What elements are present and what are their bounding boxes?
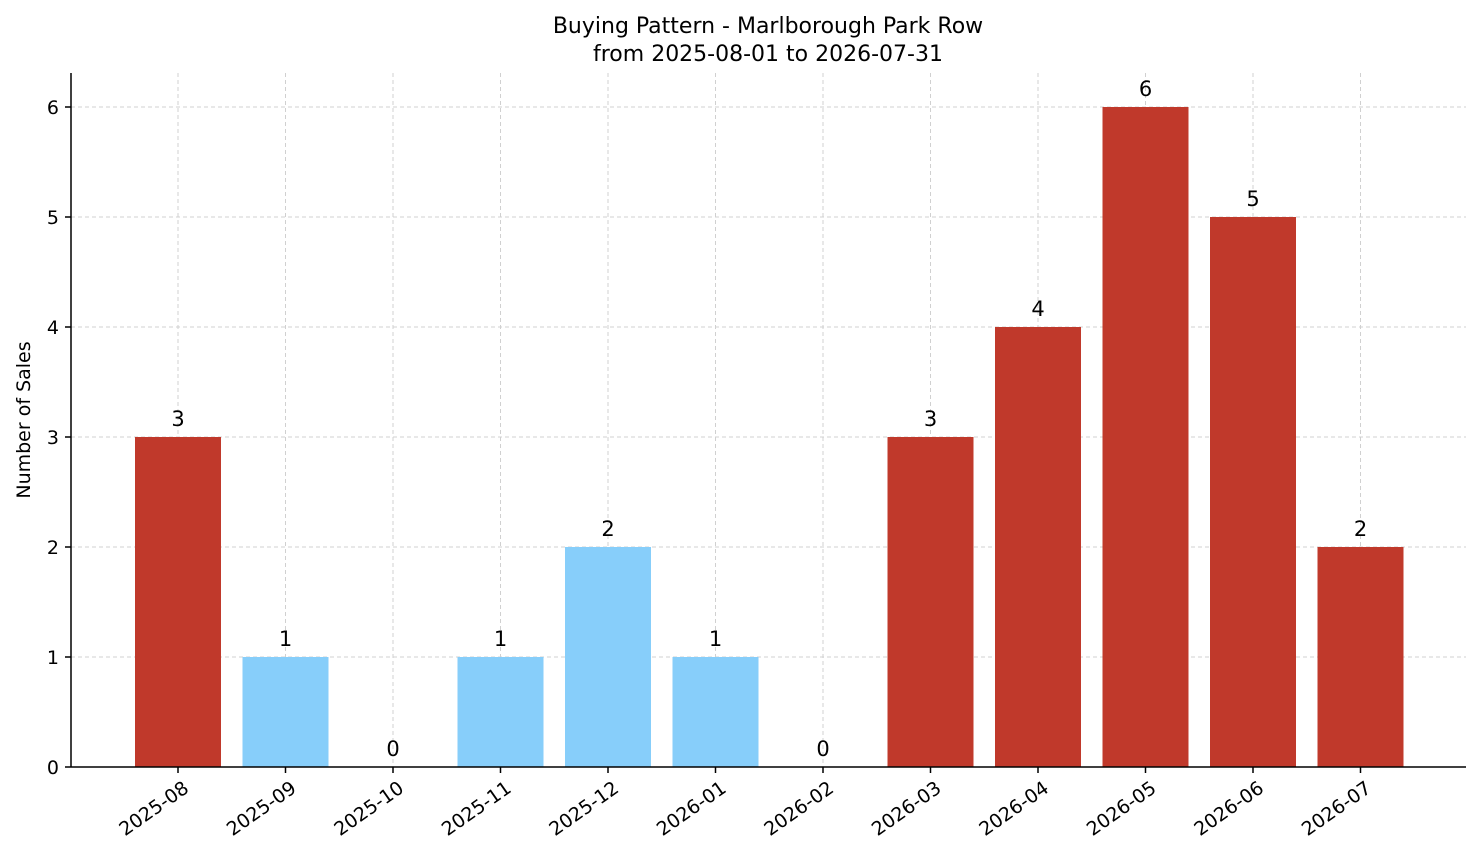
bar xyxy=(1102,107,1189,767)
chart-subtitle: from 2025-08-01 to 2026-07-31 xyxy=(593,42,943,67)
bar xyxy=(135,437,221,767)
x-tick-label: 2026-05 xyxy=(1083,777,1161,841)
bars xyxy=(135,107,1404,767)
y-tick-label: 4 xyxy=(47,317,59,339)
bar xyxy=(887,437,974,767)
x-tick-label: 2026-01 xyxy=(653,777,731,841)
bar-value-labels: 3 1 0 1 2 1 0 3 4 6 5 2 xyxy=(171,77,1367,761)
y-tick-label: 2 xyxy=(47,537,59,559)
bar xyxy=(1210,217,1296,767)
bar xyxy=(457,657,544,767)
bar xyxy=(242,657,329,767)
chart-title: Buying Pattern - Marlborough Park Row xyxy=(553,14,983,39)
bar-value-label: 1 xyxy=(494,627,507,651)
x-tick-label: 2026-03 xyxy=(868,777,946,841)
bar-value-label: 2 xyxy=(1354,517,1367,541)
x-tick-label: 2025-10 xyxy=(330,777,408,841)
bar-value-label: 1 xyxy=(279,627,292,651)
bar-value-label: 4 xyxy=(1031,297,1044,321)
bar xyxy=(565,547,651,767)
x-tick-label: 2025-08 xyxy=(115,777,193,841)
bar-value-label: 0 xyxy=(816,737,829,761)
x-tick-label: 2025-12 xyxy=(545,777,623,841)
x-tick-label: 2026-04 xyxy=(975,777,1053,841)
x-tick-label: 2026-02 xyxy=(760,777,838,841)
bar-value-label: 1 xyxy=(709,627,722,651)
axes xyxy=(70,73,1466,768)
y-axis-label: Number of Sales xyxy=(13,341,35,498)
x-tick-label: 2025-11 xyxy=(438,777,516,841)
bar-value-label: 2 xyxy=(601,517,614,541)
y-tick-label: 5 xyxy=(47,207,59,229)
y-tick-label: 0 xyxy=(47,757,59,779)
y-tick-label: 6 xyxy=(47,97,59,119)
bar-value-label: 5 xyxy=(1246,187,1259,211)
bar-value-label: 3 xyxy=(924,407,937,431)
bar-value-label: 3 xyxy=(171,407,184,431)
bar-value-label: 0 xyxy=(386,737,399,761)
bar xyxy=(672,657,759,767)
y-tick-label: 1 xyxy=(47,647,59,669)
x-tick-label: 2026-07 xyxy=(1298,777,1376,841)
y-tick-label: 3 xyxy=(47,427,59,449)
x-tick-label: 2025-09 xyxy=(223,777,301,841)
bar xyxy=(1317,547,1404,767)
bar xyxy=(995,327,1081,767)
x-tick-label: 2026-06 xyxy=(1190,777,1268,841)
bar-value-label: 6 xyxy=(1139,77,1152,101)
